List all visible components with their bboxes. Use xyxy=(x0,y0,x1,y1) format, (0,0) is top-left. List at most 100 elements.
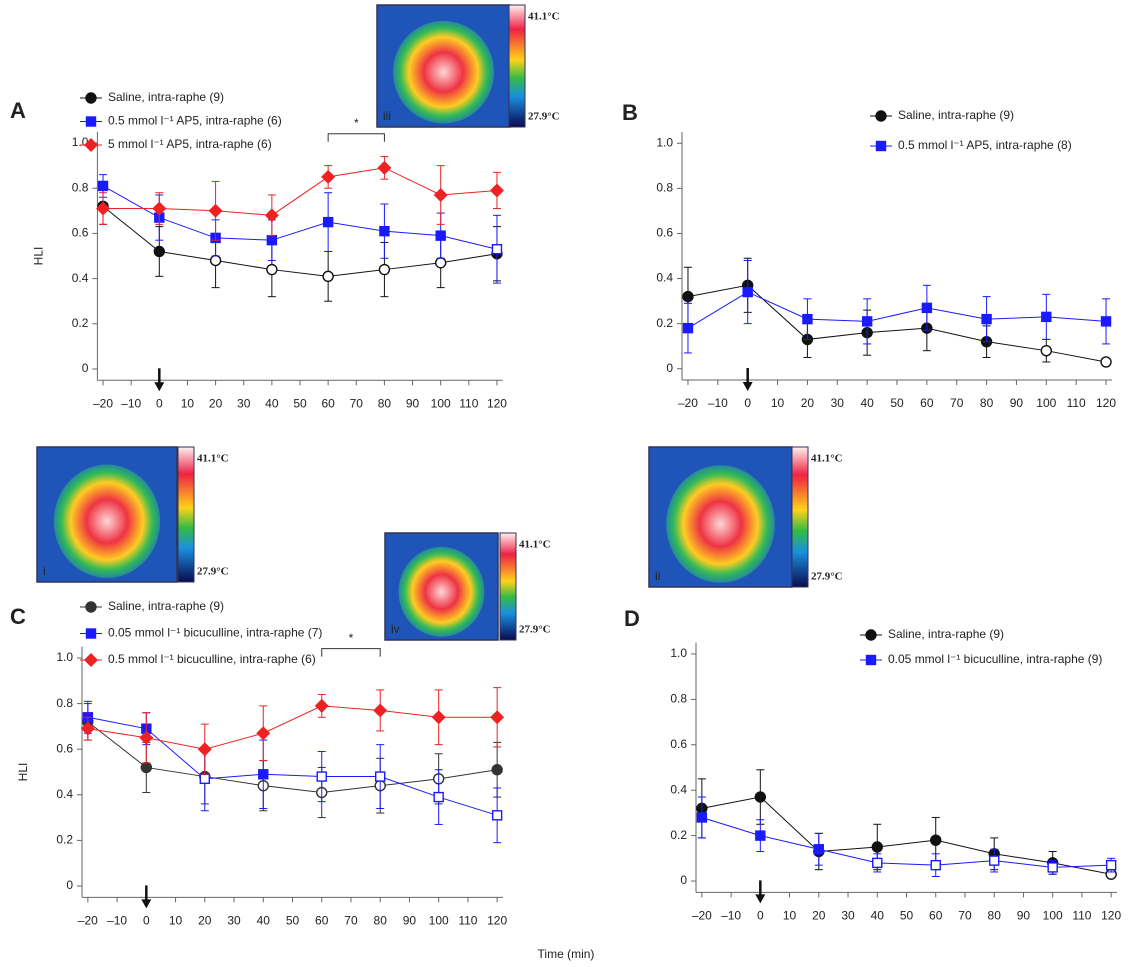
x-tick-label: 0 xyxy=(143,914,150,928)
x-tick-label: 30 xyxy=(841,909,855,923)
series-line xyxy=(688,292,1106,328)
marker xyxy=(379,265,389,275)
x-tick-label: 0 xyxy=(757,909,764,923)
injection-arrow-head xyxy=(154,382,164,391)
marker xyxy=(931,861,940,870)
marker xyxy=(259,770,268,779)
marker xyxy=(211,256,221,266)
marker xyxy=(200,774,209,783)
x-tick-label: 40 xyxy=(860,396,874,410)
y-tick-label: 0.6 xyxy=(656,226,673,240)
x-tick-label: 70 xyxy=(344,914,358,928)
x-tick-label: –10 xyxy=(121,396,141,410)
x-tick-label: –10 xyxy=(708,396,728,410)
x-tick-label: 10 xyxy=(771,396,785,410)
legend-marker xyxy=(876,111,886,121)
thermal-body xyxy=(399,547,485,637)
marker xyxy=(434,793,443,802)
marker xyxy=(267,236,276,245)
x-tick-label: 60 xyxy=(321,396,335,410)
image-label: i xyxy=(43,564,46,578)
x-tick-label: 20 xyxy=(812,909,826,923)
y-tick-label: 0.8 xyxy=(56,696,73,710)
legend-label: 0.5 mmol l⁻¹ AP5, intra-raphe (8) xyxy=(898,138,1072,152)
x-tick-label: 10 xyxy=(783,909,797,923)
color-bar-min: 27.9°C xyxy=(197,566,229,578)
marker xyxy=(492,765,502,775)
x-tick-label: 80 xyxy=(988,909,1002,923)
injection-arrow-head xyxy=(141,899,151,908)
x-tick-label: 30 xyxy=(831,396,845,410)
x-tick-label: 110 xyxy=(459,396,478,410)
x-tick-label: –10 xyxy=(107,914,127,928)
x-tick-label: 80 xyxy=(374,914,388,928)
marker xyxy=(922,303,931,312)
marker xyxy=(756,831,765,840)
marker xyxy=(931,835,941,845)
color-bar-min: 27.9°C xyxy=(528,111,560,123)
y-tick-label: 0.2 xyxy=(72,316,89,330)
y-tick-label: 0.4 xyxy=(56,787,73,801)
marker xyxy=(872,842,882,852)
legend-label: 5 mmol l⁻¹ AP5, intra-raphe (6) xyxy=(108,137,272,151)
y-axis-label: HLI xyxy=(16,763,30,782)
x-tick-label: 50 xyxy=(890,396,904,410)
color-bar-max: 41.1°C xyxy=(811,453,843,465)
marker xyxy=(267,265,277,275)
y-tick-label: 0.6 xyxy=(56,741,73,755)
y-tick-label: 0.8 xyxy=(656,181,673,195)
x-tick-label: 30 xyxy=(227,914,241,928)
marker xyxy=(323,271,333,281)
color-bar-max: 41.1°C xyxy=(197,453,229,465)
panel-label: D xyxy=(624,606,640,631)
panel-label: C xyxy=(10,604,26,629)
x-tick-label: 120 xyxy=(487,396,507,410)
color-bar xyxy=(509,5,525,127)
x-tick-label: –20 xyxy=(93,396,113,410)
x-tick-label: 50 xyxy=(286,914,300,928)
thermal-body xyxy=(666,465,775,583)
y-tick-label: 0 xyxy=(82,361,89,375)
legend-label: 0.05 mmol l⁻¹ bicuculline, intra-raphe (… xyxy=(888,652,1102,666)
marker xyxy=(257,727,269,739)
x-tick-label: 90 xyxy=(1017,909,1031,923)
x-tick-label: 120 xyxy=(1101,909,1121,923)
y-tick-label: 0.2 xyxy=(670,828,687,842)
x-tick-label: 20 xyxy=(801,396,815,410)
y-tick-label: 0 xyxy=(66,878,73,892)
y-tick-label: 0.8 xyxy=(670,692,687,706)
marker xyxy=(814,845,823,854)
image-label: iv xyxy=(391,622,400,636)
y-tick-label: 0.6 xyxy=(72,226,89,240)
x-tick-label: 10 xyxy=(169,914,183,928)
x-tick-label: 10 xyxy=(181,396,195,410)
y-tick-label: 0.4 xyxy=(72,271,89,285)
x-tick-label: 110 xyxy=(458,914,477,928)
x-tick-label: 60 xyxy=(315,914,329,928)
legend-label: 0.5 mmol l⁻¹ bicuculline, intra-raphe (6… xyxy=(108,652,316,666)
marker xyxy=(990,856,999,865)
marker xyxy=(436,258,446,268)
marker xyxy=(266,209,278,221)
marker xyxy=(493,811,502,820)
x-tick-label: 20 xyxy=(209,396,223,410)
x-tick-label: 0 xyxy=(156,396,163,410)
marker xyxy=(433,711,445,723)
marker xyxy=(141,762,151,772)
x-tick-label: 70 xyxy=(950,396,964,410)
y-tick-label: 0.8 xyxy=(72,180,89,194)
image-label: iii xyxy=(383,109,391,123)
significance-bracket xyxy=(328,134,384,142)
marker xyxy=(803,315,812,324)
color-bar xyxy=(178,447,194,582)
x-tick-label: 80 xyxy=(378,396,392,410)
marker xyxy=(982,315,991,324)
marker xyxy=(1048,863,1057,872)
marker xyxy=(491,184,503,196)
injection-arrow-head xyxy=(743,382,753,391)
y-tick-label: 0 xyxy=(666,361,673,375)
legend-label: Saline, intra-raphe (9) xyxy=(108,90,224,104)
marker xyxy=(492,245,501,254)
x-tick-label: 0 xyxy=(744,396,751,410)
marker xyxy=(743,288,752,297)
